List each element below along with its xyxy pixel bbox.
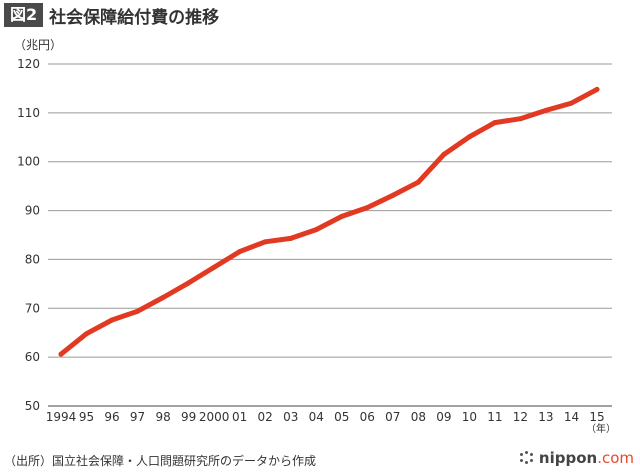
x-tick-label: 08	[411, 410, 426, 424]
line-chart: （兆円） 50 60 70 80 90 100 110 120 1994 95 96 97 98 99 2…	[14, 38, 616, 435]
nippon-logo-icon	[519, 451, 534, 465]
y-tick-label: 50	[25, 399, 40, 413]
y-tick-labels: 50 60 70 80 90 100 110 120	[17, 57, 40, 413]
x-tick-label: 13	[538, 410, 553, 424]
data-point	[339, 213, 345, 219]
x-tick-label: 11	[487, 410, 502, 424]
data-point	[568, 100, 574, 106]
data-point	[211, 264, 217, 270]
data-point	[466, 134, 472, 140]
x-tick-label: 02	[258, 410, 273, 424]
x-tick-label: 07	[385, 410, 400, 424]
x-tick-label: 97	[130, 410, 145, 424]
chart-title: 社会保障給付費の推移	[49, 7, 220, 28]
x-tick-label: 1994	[46, 410, 77, 424]
data-point	[237, 249, 243, 255]
data-point	[492, 120, 498, 126]
x-tick-label: 95	[79, 410, 94, 424]
x-tick-label: 96	[104, 410, 119, 424]
y-axis-unit-label: （兆円）	[14, 38, 62, 52]
data-point	[415, 179, 421, 185]
data-point	[364, 205, 370, 211]
x-tick-label: 03	[283, 410, 298, 424]
x-tick-label: 98	[155, 410, 170, 424]
x-tick-label: 14	[564, 410, 579, 424]
y-tick-label: 110	[17, 106, 40, 120]
data-point	[313, 227, 319, 233]
data-point	[441, 151, 447, 157]
x-tick-label: 2000	[199, 410, 230, 424]
data-point	[543, 107, 549, 113]
data-point	[390, 192, 396, 198]
data-point	[160, 295, 166, 301]
x-tick-label: 99	[181, 410, 196, 424]
series-line	[58, 86, 600, 357]
source-note: （出所）国立社会保障・人口問題研究所のデータから作成	[4, 454, 317, 468]
y-tick-label: 120	[17, 57, 40, 71]
y-tick-label: 70	[25, 301, 40, 315]
x-tick-label: 05	[334, 410, 349, 424]
x-tick-label: 15	[589, 410, 604, 424]
logo-name: nippon	[538, 449, 598, 467]
series-group	[58, 86, 600, 357]
x-tick-label: 01	[232, 410, 247, 424]
data-point	[109, 317, 115, 323]
data-point	[262, 239, 268, 245]
data-point	[594, 86, 600, 92]
x-tick-labels: 1994 95 96 97 98 99 2000 01 02 03 04 05 06 07 08 09 10 11…	[46, 410, 605, 424]
x-axis-unit-label: （年）	[586, 422, 616, 435]
y-tick-label: 90	[25, 204, 40, 218]
x-tick-label: 09	[436, 410, 451, 424]
data-point	[135, 308, 141, 314]
x-tick-label: 06	[360, 410, 375, 424]
data-point	[186, 280, 192, 286]
x-tick-label: 12	[513, 410, 528, 424]
figure-badge: 図2	[4, 3, 44, 27]
chart-header: 図2 社会保障給付費の推移	[4, 3, 220, 28]
y-tick-label: 80	[25, 252, 40, 266]
x-tick-label: 10	[462, 410, 477, 424]
x-tick-label: 04	[309, 410, 324, 424]
y-tick-label: 60	[25, 350, 40, 364]
nippon-logo: nippon .com	[519, 449, 634, 467]
data-point	[58, 351, 64, 357]
data-point	[288, 235, 294, 241]
logo-domain: .com	[597, 449, 634, 467]
y-tick-label: 100	[17, 155, 40, 169]
data-point	[84, 331, 90, 337]
data-point	[517, 116, 523, 122]
